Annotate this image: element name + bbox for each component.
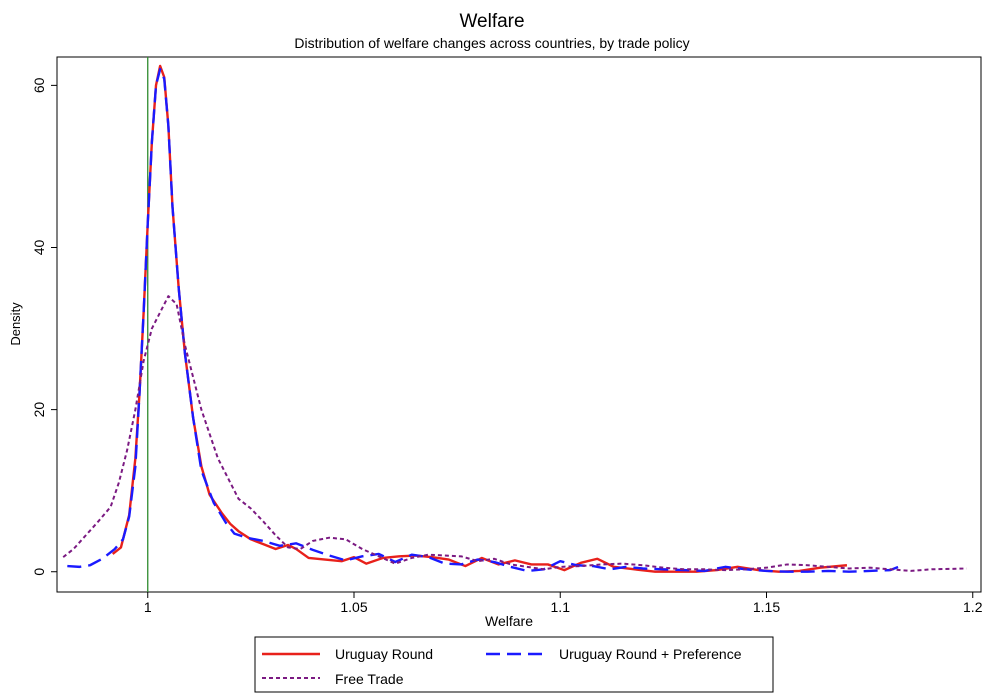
legend-box — [254, 636, 774, 693]
x-tick-label: 1 — [144, 599, 152, 615]
legend: Uruguay Round Uruguay Round + Preference… — [254, 636, 774, 693]
series-line-uruguay-round-preference — [67, 67, 904, 573]
y-tick-label: 20 — [31, 402, 47, 418]
series-layer — [62, 57, 967, 592]
x-axis-label: Welfare — [485, 613, 533, 629]
series-line-free-trade — [62, 295, 967, 572]
x-tick-label: 1.15 — [753, 599, 780, 615]
x-tick-label: 1.1 — [551, 599, 571, 615]
x-tick-label: 1.05 — [340, 599, 367, 615]
plot-region — [56, 56, 982, 593]
legend-label-uruguay-round: Uruguay Round — [335, 646, 433, 662]
y-tick-label: 40 — [31, 239, 47, 255]
legend-label-uruguay-round-preference: Uruguay Round + Preference — [559, 646, 742, 662]
axis-layer: 1 1.05 1.1 1.15 1.2 0 20 40 60 — [31, 77, 983, 615]
chart-subtitle: Distribution of welfare changes across c… — [294, 35, 689, 51]
y-tick-label: 60 — [31, 77, 47, 93]
y-tick-label: 0 — [31, 568, 47, 576]
x-tick-label: 1.2 — [963, 599, 983, 615]
y-axis-label: Density — [8, 302, 23, 346]
legend-label-free-trade: Free Trade — [335, 671, 404, 687]
chart-title: Welfare — [459, 11, 524, 32]
